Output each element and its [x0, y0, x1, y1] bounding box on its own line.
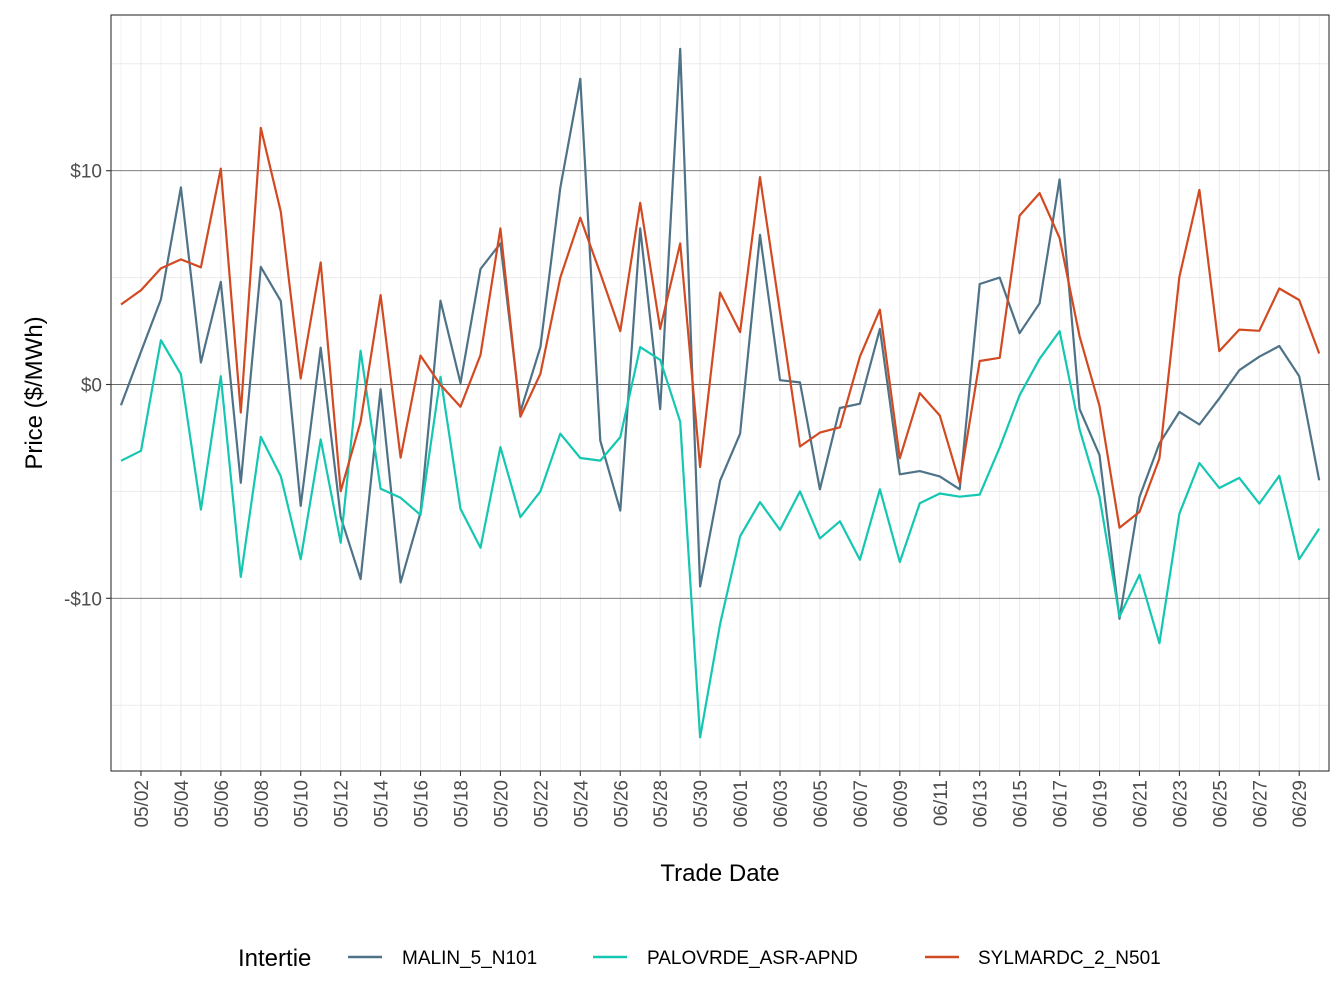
- x-tick-label: 05/24: [571, 780, 592, 828]
- x-tick-label: 05/14: [372, 780, 393, 828]
- x-tick-label: 05/16: [412, 780, 433, 828]
- x-tick-label: 05/28: [651, 780, 672, 828]
- x-tick-label: 06/27: [1250, 780, 1271, 828]
- series-line-palovrde-asr-apnd: [120, 330, 1321, 739]
- x-tick-label: 06/09: [891, 780, 912, 828]
- y-tick-label: -$10: [64, 589, 102, 610]
- legend-label-sylmar: SYLMARDC_2_N501: [978, 948, 1161, 969]
- x-tick-label: 05/18: [451, 780, 472, 828]
- y-axis-title: Price ($/MWh): [21, 316, 48, 469]
- x-axis: 05/02 05/04 05/06 05/08 05/10 05/12 05/14 05/16…: [132, 771, 1311, 828]
- x-tick-label: 06/01: [731, 780, 752, 828]
- series-lines: [119, 47, 1321, 739]
- legend-item-sylmar: SYLMARDC_2_N501: [925, 948, 1161, 969]
- x-tick-label: 05/06: [212, 780, 233, 828]
- x-tick-label: 05/08: [252, 780, 273, 828]
- series-line-malin-5-n101: [119, 47, 1321, 620]
- major-gridlines: [111, 170, 1329, 599]
- x-tick-label: 06/13: [971, 780, 992, 828]
- y-tick-label: $0: [81, 376, 102, 397]
- legend-title: Intertie: [238, 945, 311, 972]
- x-tick-label: 05/20: [491, 780, 512, 828]
- x-tick-label: 05/26: [611, 780, 632, 828]
- x-tick-label: 06/15: [1011, 780, 1032, 828]
- legend-label-palovrde: PALOVRDE_ASR-APND: [647, 948, 858, 969]
- plot-border: [110, 14, 1330, 772]
- legend-label-malin: MALIN_5_N101: [402, 948, 537, 969]
- x-tick-label: 06/17: [1051, 780, 1072, 828]
- legend-item-malin: MALIN_5_N101: [348, 948, 537, 969]
- y-tick-label: $10: [70, 162, 102, 183]
- legend: Intertie MALIN_5_N101 PALOVRDE_ASR-APND …: [238, 945, 1161, 972]
- x-axis-title: Trade Date: [660, 860, 779, 887]
- legend-item-palovrde: PALOVRDE_ASR-APND: [593, 948, 858, 969]
- x-tick-label: 06/21: [1130, 780, 1151, 828]
- x-tick-label: 06/19: [1091, 780, 1112, 828]
- series-line-sylmardc-2-n501: [120, 126, 1321, 529]
- minor-gridlines: [111, 15, 1329, 771]
- x-tick-label: 06/29: [1290, 780, 1311, 828]
- x-tick-label: 06/11: [931, 780, 952, 826]
- x-tick-label: 06/05: [811, 780, 832, 828]
- x-tick-label: 05/22: [531, 780, 552, 828]
- x-tick-label: 05/04: [172, 780, 193, 828]
- x-tick-label: 06/07: [851, 780, 872, 828]
- x-tick-label: 05/10: [292, 780, 313, 828]
- x-tick-label: 06/03: [771, 780, 792, 828]
- x-tick-label: 05/30: [691, 780, 712, 828]
- x-tick-label: 05/12: [332, 780, 353, 828]
- y-axis: -$10 $0 $10: [64, 162, 111, 610]
- x-tick-label: 06/25: [1210, 780, 1231, 828]
- x-tick-label: 06/23: [1170, 780, 1191, 828]
- x-tick-label: 05/02: [132, 780, 153, 828]
